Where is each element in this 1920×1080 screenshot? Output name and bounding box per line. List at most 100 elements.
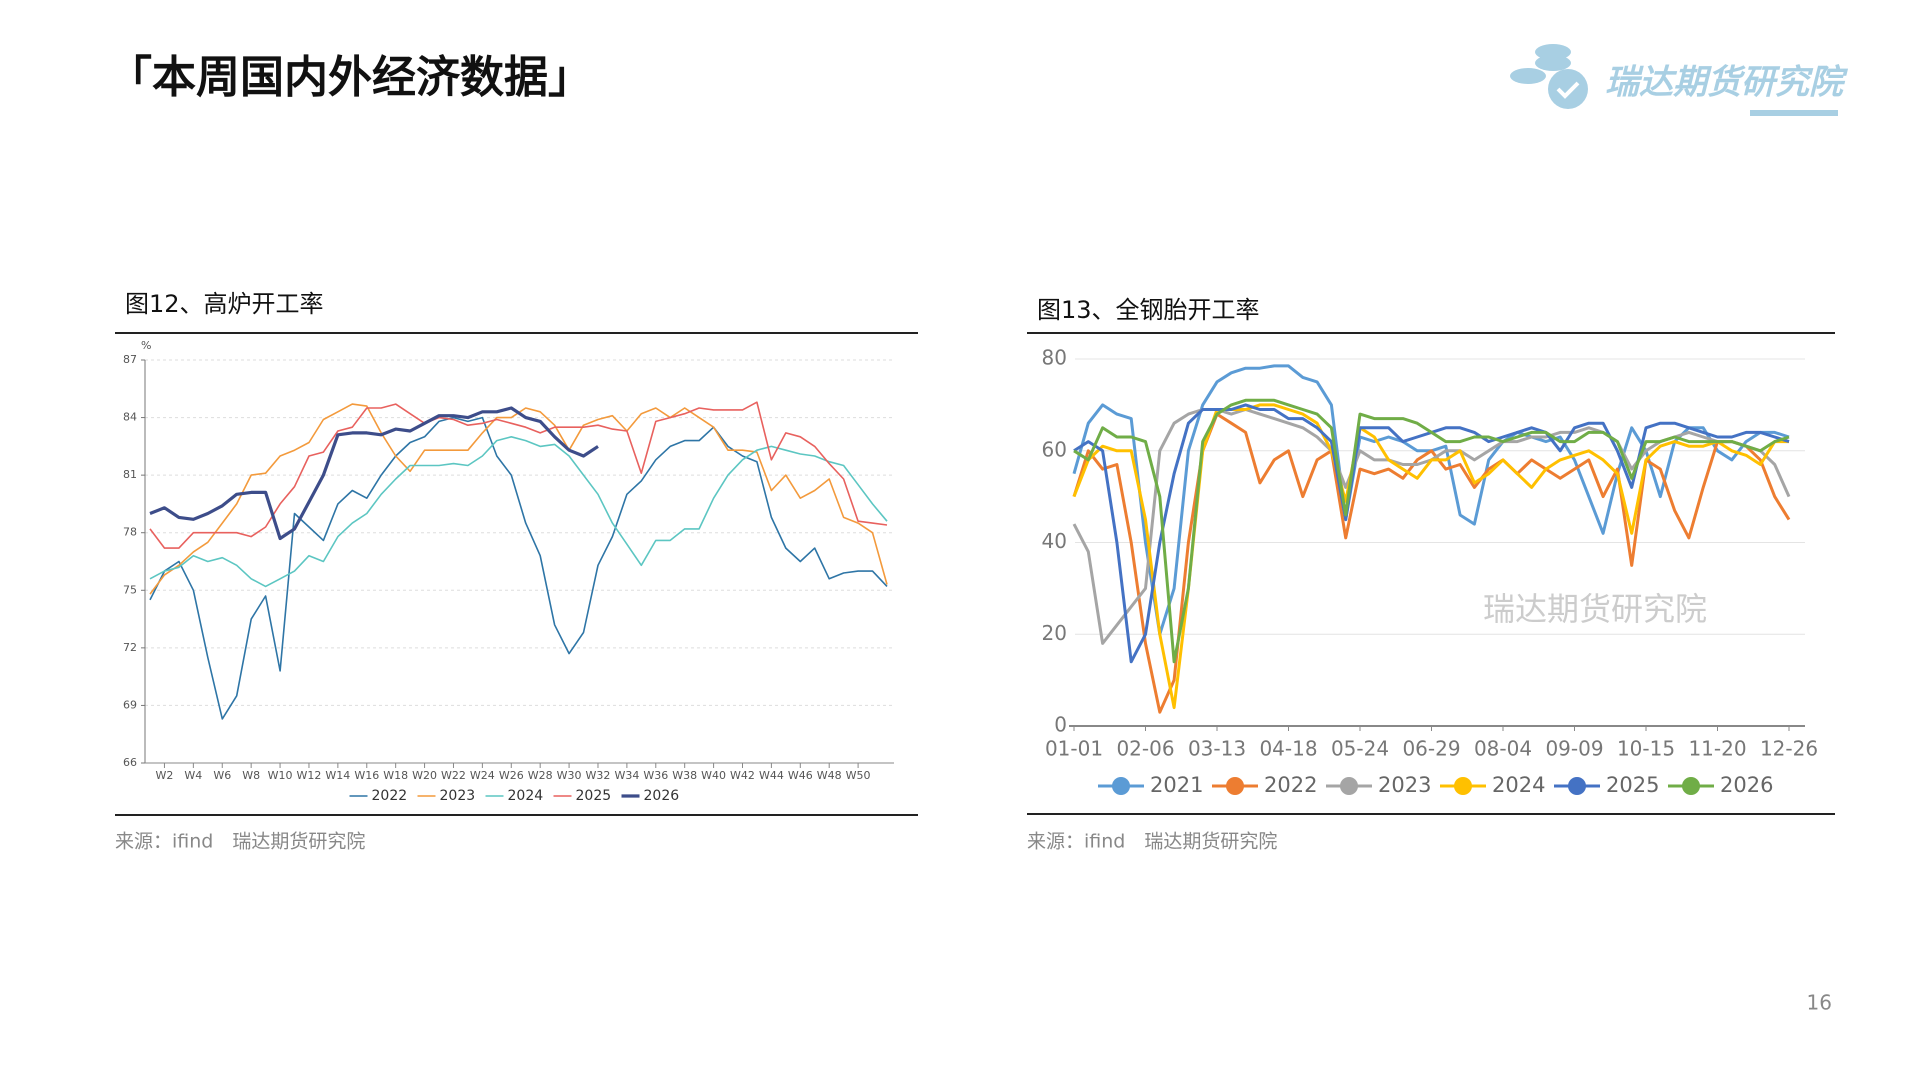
legend-marker	[1112, 777, 1130, 795]
x-tick-label: W8	[242, 769, 260, 782]
legend-label: 2023	[1378, 773, 1431, 797]
x-tick-label: W30	[557, 769, 582, 782]
x-tick-label: W40	[701, 769, 726, 782]
y-tick-label: 87	[123, 353, 137, 366]
x-tick-label: 11-20	[1688, 737, 1746, 761]
legend-label: 2025	[576, 788, 612, 804]
logo-coin	[1535, 44, 1571, 60]
legend-label: 2022	[1264, 773, 1317, 797]
x-tick-label: 04-18	[1259, 737, 1317, 761]
x-tick-label: W42	[730, 769, 755, 782]
x-tick-label: W12	[297, 769, 322, 782]
legend-item: 2024	[1440, 773, 1545, 797]
source-note: 来源：ifind 瑞达期货研究院	[115, 831, 365, 853]
x-tick-label: W50	[846, 769, 871, 782]
y-tick-label: 66	[123, 756, 137, 769]
x-tick-label: 06-29	[1402, 737, 1460, 761]
x-tick-label: W26	[499, 769, 524, 782]
x-tick-label: W36	[643, 769, 668, 782]
x-tick-label: W4	[184, 769, 202, 782]
x-tick-label: W34	[614, 769, 639, 782]
x-tick-label: W16	[354, 769, 379, 782]
legend-label: 2022	[372, 788, 408, 804]
y-tick-label: 84	[123, 411, 137, 424]
y-unit: %	[141, 339, 151, 352]
y-tick-label: 60	[1042, 437, 1067, 461]
source-note: 来源：ifind 瑞达期货研究院	[1027, 831, 1277, 853]
y-tick-label: 75	[123, 583, 137, 596]
x-tick-label: W48	[817, 769, 842, 782]
logo-text: 瑞达期货研究院	[1605, 63, 1849, 103]
legend-label: 2023	[440, 788, 476, 804]
x-tick-label: W46	[788, 769, 813, 782]
page-number: 16	[1807, 991, 1832, 1015]
y-tick-label: 78	[123, 526, 137, 539]
legend-marker	[1340, 777, 1358, 795]
legend-label: 2026	[1720, 773, 1773, 797]
legend-marker	[1226, 777, 1244, 795]
y-tick-label: 0	[1054, 713, 1067, 737]
legend-item: 2021	[1098, 773, 1203, 797]
y-tick-label: 69	[123, 698, 137, 711]
legend-item: 2025	[1554, 773, 1659, 797]
series-line	[149, 416, 888, 720]
legend-label: 2026	[644, 788, 680, 804]
legend-item: 2022	[349, 788, 408, 804]
x-tick-label: 09-09	[1545, 737, 1603, 761]
legend-label: 2025	[1606, 773, 1659, 797]
y-tick-label: 80	[1042, 346, 1067, 370]
x-tick-label: 01-01	[1045, 737, 1103, 761]
x-tick-label: W22	[441, 769, 466, 782]
legend-item: 2023	[417, 788, 476, 804]
x-tick-label: 03-13	[1188, 737, 1246, 761]
x-tick-label: 08-04	[1474, 737, 1532, 761]
legend-item: 2022	[1212, 773, 1317, 797]
y-tick-label: 81	[123, 468, 137, 481]
legend-item: 2024	[485, 788, 544, 804]
logo-coin	[1510, 68, 1546, 84]
x-tick-label: 12-26	[1760, 737, 1818, 761]
watermark: 瑞达期货研究院	[1483, 590, 1707, 628]
legend-label: 2021	[1150, 773, 1203, 797]
series-line	[1072, 412, 1791, 714]
legend-item: 2026	[1668, 773, 1773, 797]
legend-marker	[1568, 777, 1586, 795]
y-tick-label: 40	[1042, 529, 1067, 553]
y-tick-label: 72	[123, 641, 137, 654]
logo-check	[1556, 81, 1580, 99]
y-tick-label: 20	[1042, 621, 1067, 645]
x-tick-label: W32	[586, 769, 611, 782]
slide-title: 「本周国内外经济数据」	[108, 52, 592, 103]
series-line	[1073, 398, 1790, 664]
legend-item: 2025	[553, 788, 612, 804]
x-tick-label: W2	[156, 769, 174, 782]
x-tick-label: W6	[213, 769, 231, 782]
legend-item: 2026	[621, 788, 680, 804]
legend-item: 2023	[1326, 773, 1431, 797]
chart-title: 图12、高炉开工率	[125, 290, 324, 318]
legend-marker	[1454, 777, 1472, 795]
legend-marker	[1682, 777, 1700, 795]
x-tick-label: W28	[528, 769, 553, 782]
legend-label: 2024	[508, 788, 544, 804]
series-line	[149, 436, 888, 588]
x-tick-label: W44	[759, 769, 784, 782]
legend-label: 2024	[1492, 773, 1545, 797]
x-tick-label: 05-24	[1331, 737, 1389, 761]
series-line	[149, 406, 599, 541]
x-tick-label: 10-15	[1617, 737, 1675, 761]
x-tick-label: W24	[470, 769, 495, 782]
x-tick-label: 02-06	[1116, 737, 1174, 761]
x-tick-label: W38	[672, 769, 697, 782]
x-tick-label: W20	[412, 769, 437, 782]
logo-circle	[1548, 69, 1588, 109]
chart-title: 图13、全钢胎开工率	[1037, 296, 1260, 324]
logo-coin	[1535, 55, 1571, 71]
x-tick-label: W18	[383, 769, 408, 782]
logo-bar	[1750, 110, 1838, 116]
logo: 瑞达期货研究院	[1510, 44, 1849, 116]
x-tick-label: W10	[268, 769, 293, 782]
x-tick-label: W14	[325, 769, 350, 782]
